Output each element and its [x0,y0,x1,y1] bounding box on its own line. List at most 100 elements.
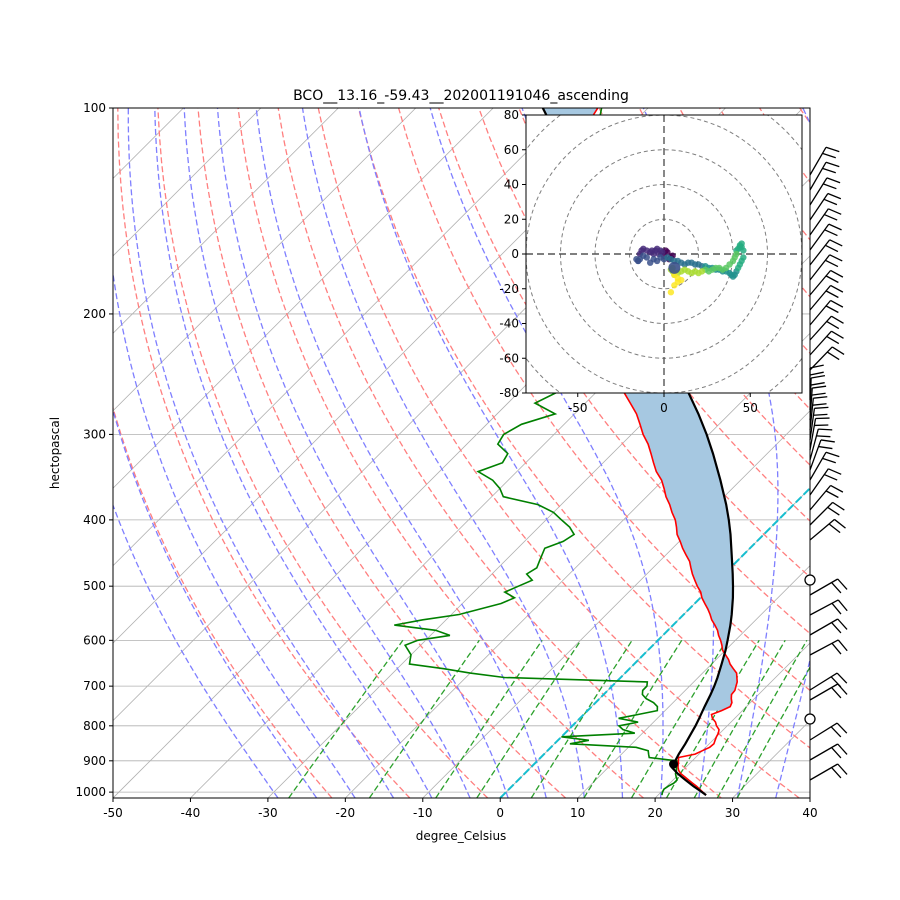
hodograph-inset: -50 0 50 -80 -60 -40 -20 0 20 40 60 80 [499,108,803,415]
moist-adiabat [183,108,471,798]
wind-barb [809,428,833,461]
barb-staff [809,239,831,266]
wind-barb [809,639,848,656]
barb-flag [825,490,839,499]
x-tick-label: -10 [413,806,433,820]
isotherm [499,487,810,798]
wind-barb [809,743,848,761]
hodograph-y-tick-label: 0 [511,247,519,261]
isotherm [577,565,810,798]
barb-flag [837,763,848,775]
isotherm [422,410,810,798]
wind-barb [809,417,830,451]
barb-staff [809,518,835,541]
wind-barb [809,763,848,781]
barb-flag [826,177,841,184]
mixing-ratio-line [435,639,543,798]
barb-staff [809,208,829,236]
barb-flag [811,392,826,396]
wind-barb [809,269,844,296]
calm-wind-circle [804,713,816,725]
hodograph-y-tick-label: -60 [499,351,519,365]
x-tick-label: 10 [570,806,585,820]
barb-staff [809,501,834,526]
barb-staff [809,300,832,326]
moist-adiabat [255,108,547,798]
isotherm [113,108,571,567]
y-tick-label: 200 [83,307,106,321]
wind-barb [809,223,842,251]
barb-flag [837,639,848,652]
barb-staff [809,223,830,251]
wind-barb [809,683,848,701]
hodograph-y-tick-label: -80 [499,386,519,400]
y-axis-label: hectopascal [48,417,62,489]
wind-barb [809,396,828,431]
barb-flag [831,582,842,594]
wind-barb [809,375,826,411]
barb-flag [812,403,827,406]
hodograph-ticks: -50 0 50 -80 -60 -40 -20 0 20 40 60 80 [499,108,758,415]
barb-flag [825,161,840,168]
wind-barb [809,578,848,596]
wind-barb [809,161,840,191]
barb-flag [836,672,848,684]
barb-flag [831,687,842,699]
wind-barb [809,406,829,441]
barb-flag [826,320,840,330]
barb-flag [825,290,839,299]
wind-barb [809,618,848,636]
y-tick-label: 500 [83,579,106,593]
calm-wind-circle [804,574,816,586]
wind-barb [809,315,844,341]
barb-flag [811,375,826,379]
barb-flag [837,683,848,695]
barb-staff [809,743,839,761]
barb-flag [820,439,835,443]
wind-barb [809,451,840,481]
mixing-ratio-line [368,639,480,798]
moist-adiabat [113,269,356,798]
barb-flag [825,451,840,458]
plot-frame [112,107,811,799]
moist-adiabat [358,108,624,798]
mixing-ratio-line [665,639,760,798]
barb-staff [809,161,827,191]
barb-flag [825,305,839,314]
hodograph-y-tick-label: -40 [499,317,519,331]
barb-flag [831,767,842,779]
barb-staff [809,683,839,701]
x-axis-ticks: -50 -40 -30 -20 -10 0 10 20 30 40 [103,798,818,820]
barb-staff [809,254,831,281]
barb-staff [809,193,829,221]
dry-adiabat [237,108,644,798]
barb-flag [809,371,824,376]
barb-flag [822,457,836,464]
barb-flag [828,468,842,475]
barb-staff [809,418,817,451]
dry-adiabat [157,108,489,798]
wind-barb [809,146,840,176]
hodograph-x-tick-label: 50 [743,401,758,415]
mixing-ratio-line [583,639,683,798]
x-tick-label: -40 [181,806,201,820]
mixing-ratio-line [530,639,633,798]
barb-staff [809,428,819,461]
barb-staff [809,599,839,616]
x-tick-label: 20 [647,806,662,820]
barb-flag [813,413,828,416]
wind-barb [809,468,842,496]
barb-flag [827,506,840,516]
isotherm [113,108,184,180]
hodograph-point [740,254,747,261]
wind-barb [809,330,844,356]
isotherm [809,797,810,798]
barb-flag [824,213,838,221]
barb-flag [812,385,827,389]
isotherm [113,108,339,334]
x-tick-label: -30 [258,806,278,820]
wind-barb [809,299,844,326]
wind-barb [809,208,842,236]
hodograph-y-tick-label: 80 [504,108,519,122]
wind-barb [809,484,844,511]
